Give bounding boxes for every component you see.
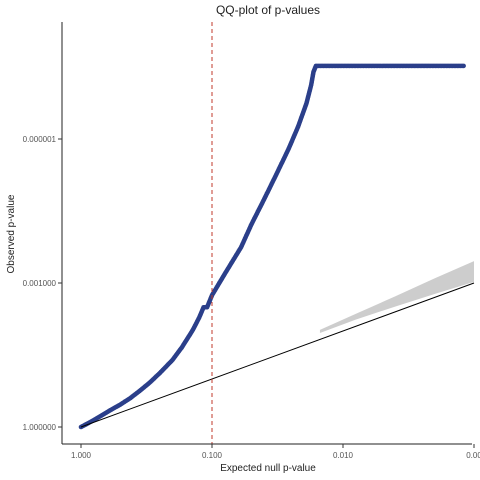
- y-axis-title: Observed p-value: [6, 194, 17, 273]
- x-ticks: 1.000 0.100 0.010 0.00: [71, 444, 480, 460]
- y-ticks: 1.000000 0.001000 0.000001: [23, 135, 62, 432]
- y-tick-label: 0.001000: [23, 279, 57, 288]
- x-tick-label: 1.000: [71, 451, 92, 460]
- x-tick-label: 0.010: [333, 451, 354, 460]
- points-layer: [78, 63, 466, 430]
- x-tick-label: 0.100: [202, 451, 223, 460]
- reference-line: [80, 282, 475, 428]
- confidence-band-layer: [319, 261, 474, 333]
- x-axis-title: Expected null p-value: [220, 463, 316, 474]
- chart-title: QQ-plot of p-values: [216, 3, 320, 17]
- data-point: [461, 63, 466, 69]
- y-tick-label: 0.000001: [23, 135, 57, 144]
- x-tick-label: 0.00: [466, 451, 480, 460]
- confidence-band: [319, 261, 474, 333]
- y-tick-label: 1.000000: [23, 423, 57, 432]
- reference-line-layer: [80, 282, 475, 428]
